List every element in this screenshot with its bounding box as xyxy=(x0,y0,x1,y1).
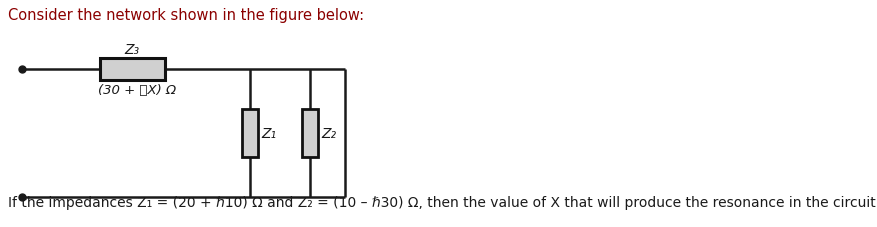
Text: If the impedances Z₁ = (20 + ℏ10) Ω and Z₂ = (10 – ℏ30) Ω, then the value of X t: If the impedances Z₁ = (20 + ℏ10) Ω and … xyxy=(8,195,877,209)
Bar xyxy=(100,59,165,81)
Text: Z₃: Z₃ xyxy=(124,43,139,57)
Bar xyxy=(302,109,317,157)
Text: (30 + ⨉X) Ω: (30 + ⨉X) Ω xyxy=(98,84,176,96)
Text: Consider the network shown in the figure below:: Consider the network shown in the figure… xyxy=(8,8,364,23)
Text: Z₁: Z₁ xyxy=(260,126,275,140)
Bar xyxy=(242,109,258,157)
Text: Z₂: Z₂ xyxy=(321,126,336,140)
